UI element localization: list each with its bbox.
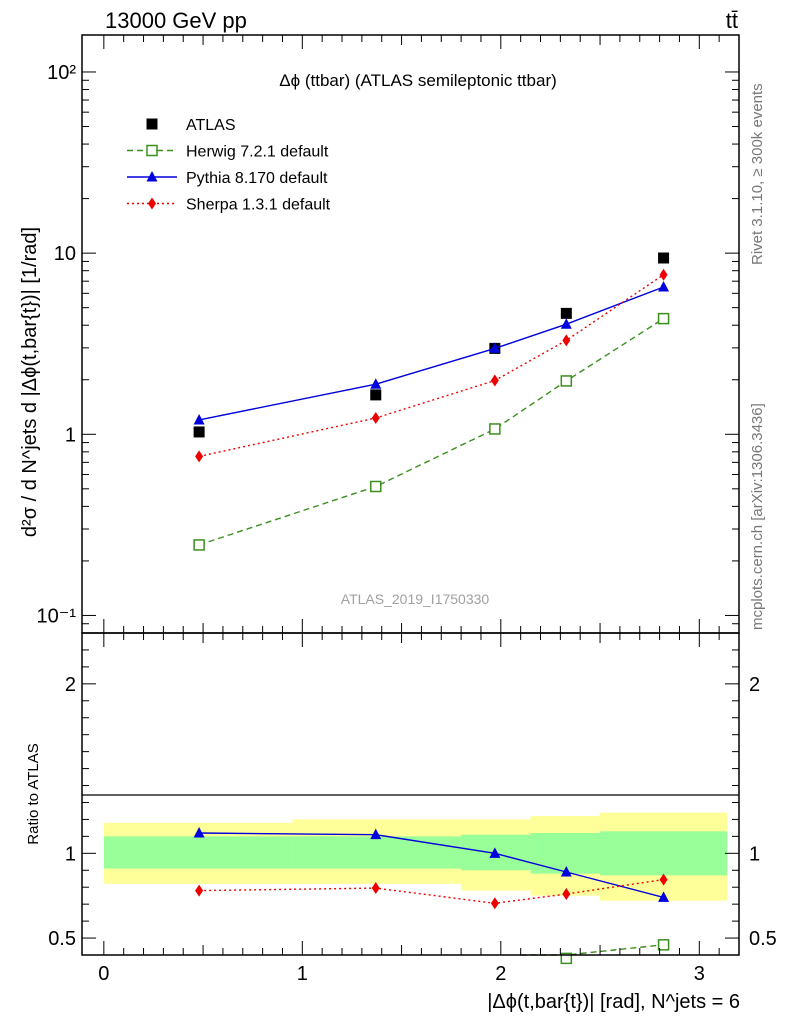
data-point-atlas [193,426,205,438]
analysis-watermark: ATLAS_2019_I1750330 [341,591,490,607]
series-line-herwig-7-2-1-default [198,318,664,546]
legend-marker-sherpa-1-3-1-default [148,197,156,210]
ratio-uncertainty-bands [103,812,728,901]
legend-label-pythia-8-170-default: Pythia 8.170 default [186,170,328,187]
legend-label-herwig-7-2-1-default: Herwig 7.2.1 default [186,144,329,161]
ratio-point-herwig-7-2-1-default [560,952,573,965]
ratio-y-axis-label: Ratio to ATLAS [25,743,42,844]
rivet-label: Rivet 3.1.10, ≥ 300k events [749,83,766,265]
ratio-frame [81,632,740,956]
x-axis-label: |Δϕ(t,bar{t})| [rad], N^jets = 6 [487,991,740,1013]
legend: ATLAS Herwig 7.2.1 default Pythia 8.170 de… [127,117,331,214]
data-point-pythia-8-170-default [560,318,572,329]
ratio-series-sherpa-1-3-1-default [195,873,668,910]
ratio-panel: 0.5 0.5 1 1 2 2 0 1 2 3 Ratio to ATLAS |Δϕ(t,bar… [25,632,777,1013]
legend-label-atlas: ATLAS [186,117,236,134]
y-tick-label: 1 [65,424,76,446]
uncertainty-band-green [103,836,293,869]
x-tick-label: 3 [694,963,705,985]
header-right: tt̄ [726,8,738,33]
ratio-y-tick-label: 2 [65,674,76,696]
main-x-ticks [103,35,740,633]
data-point-pythia-8-170-default [489,342,501,353]
ratio-y-tick-label-right: 0.5 [749,928,777,950]
data-point-herwig-7-2-1-default [193,539,205,551]
legend-entry-herwig-7-2-1-default: Herwig 7.2.1 default [127,144,329,161]
main-plot-content [193,252,670,551]
data-point-herwig-7-2-1-default [370,480,382,493]
ratio-point-sherpa-1-3-1-default [195,884,204,897]
ratio-point-sherpa-1-3-1-default [490,897,499,910]
data-point-herwig-7-2-1-default [657,312,670,325]
ratio-y-tick-label: 1 [65,843,76,865]
legend-marker-pythia-8-170-default [146,171,158,182]
y-tick-label: 10⁻¹ [37,605,77,627]
data-point-atlas [560,307,572,319]
ratio-y-tick-label-right: 2 [749,674,760,696]
data-point-pythia-8-170-default [370,378,382,389]
series-line-pythia-8-170-default [198,286,664,421]
ratio-point-pythia-8-170-default [193,826,205,838]
uncertainty-band-green [292,836,462,869]
ratio-series-pythia-8-170-default [193,826,670,902]
data-point-sherpa-1-3-1-default [490,374,499,387]
header-left: 13000 GeV pp [105,8,247,33]
data-point-pythia-8-170-default [193,413,205,425]
main-panel: 10⁻¹ 1 10 10² Δϕ (ttbar) (ATLAS semileptoni… [19,34,740,634]
ratio-y-tick-label: 0.5 [48,928,76,950]
y-tick-label: 10² [47,62,76,84]
x-tick-label: 0 [98,963,109,985]
series-atlas [193,252,670,438]
ratio-point-herwig-7-2-1-default [657,939,670,951]
x-tick-label: 2 [495,963,506,985]
series-line-sherpa-1-3-1-default [198,274,664,458]
legend-entry-atlas: ATLAS [146,117,236,134]
data-point-herwig-7-2-1-default [560,375,573,387]
uncertainty-band-green [600,831,728,876]
ratio-series-herwig-7-2-1-default [520,939,670,965]
data-point-sherpa-1-3-1-default [371,412,380,425]
uncertainty-band-green [530,832,601,874]
data-point-atlas [370,389,382,401]
ratio-point-pythia-8-170-default [658,891,670,902]
ratio-x-ticks: 0 1 2 3 [98,633,740,985]
data-point-sherpa-1-3-1-default [659,268,668,281]
legend-marker-atlas [146,118,158,130]
ratio-point-pythia-8-170-default [560,865,572,877]
ratio-point-sherpa-1-3-1-default [371,882,380,895]
series-sherpa-1-3-1-default [195,268,668,463]
legend-label-sherpa-1-3-1-default: Sherpa 1.3.1 default [186,197,331,214]
data-point-sherpa-1-3-1-default [562,334,571,347]
ratio-y-tick-label-right: 1 [749,843,760,865]
ratio-point-sherpa-1-3-1-default [659,873,668,886]
ratio-point-sherpa-1-3-1-default [562,887,571,900]
ratio-line-herwig-7-2-1-default [520,944,664,956]
x-tick-label: 1 [297,963,308,985]
ratio-point-pythia-8-170-default [370,828,382,840]
legend-entry-pythia-8-170-default: Pythia 8.170 default [127,170,328,187]
legend-entry-sherpa-1-3-1-default: Sherpa 1.3.1 default [127,197,331,214]
main-y-ticks: 10⁻¹ 1 10 10² [37,62,739,634]
series-herwig-7-2-1-default [193,312,670,551]
y-tick-label: 10 [54,243,76,265]
series-pythia-8-170-default [193,281,670,425]
data-point-herwig-7-2-1-default [489,423,501,435]
data-point-sherpa-1-3-1-default [195,450,204,463]
mcplots-label: mcplots.cern.ch [arXiv:1306.3436] [749,403,766,630]
data-point-pythia-8-170-default [658,281,670,292]
data-point-atlas [658,252,670,264]
ratio-point-pythia-8-170-default [489,847,501,858]
ratio-y-ticks: 0.5 0.5 1 1 2 2 [48,632,777,956]
main-y-axis-label: d²σ / d N^jets d |Δϕ(t,bar{t})| [1/rad] [19,227,41,537]
legend-marker-herwig-7-2-1-default [146,144,158,157]
main-title: Δϕ (ttbar) (ATLAS semileptonic ttbar) [279,71,557,90]
